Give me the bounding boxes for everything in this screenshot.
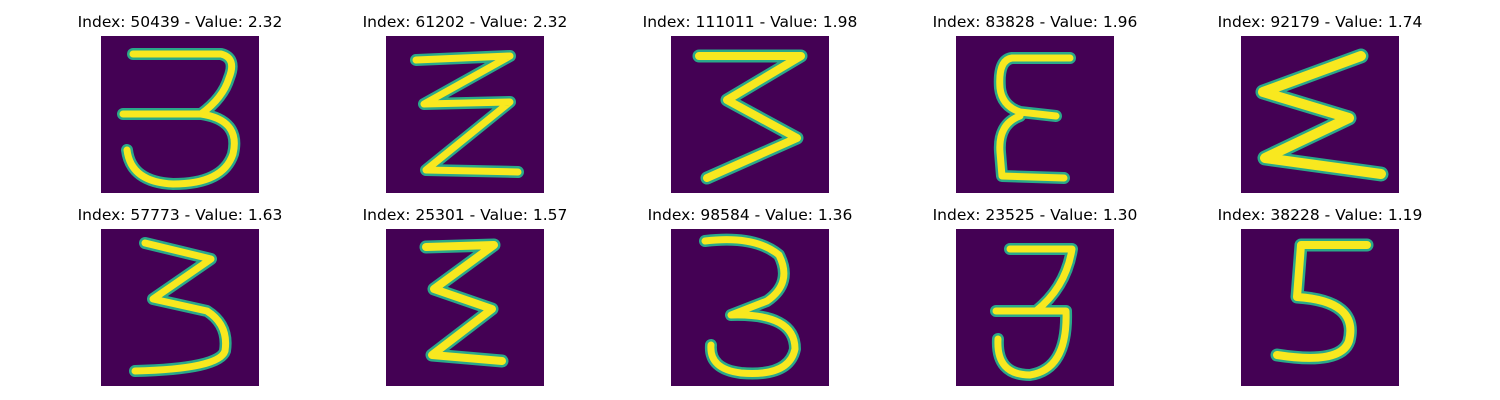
digit-image-canvas [1241, 36, 1399, 193]
digit-image-canvas [101, 229, 259, 386]
digit-image-canvas [671, 229, 829, 386]
panel-2: Index: 61202 - Value: 2.32 [285, 11, 645, 201]
panel-9: Index: 23525 - Value: 1.30 [855, 204, 1215, 394]
panel-10: Index: 38228 - Value: 1.19 [1140, 204, 1500, 394]
panel-title: Index: 83828 - Value: 1.96 [932, 13, 1138, 31]
digit-image [101, 229, 259, 386]
digit-image [1241, 36, 1399, 193]
digit-image-canvas [386, 36, 544, 193]
digit-image [386, 36, 544, 193]
panel-title: Index: 57773 - Value: 1.63 [77, 206, 283, 224]
digit-image [956, 36, 1114, 193]
digit-image [671, 36, 829, 193]
digit-image [386, 229, 544, 386]
panel-title: Index: 50439 - Value: 2.32 [77, 13, 283, 31]
panel-3: Index: 111011 - Value: 1.98 [570, 11, 930, 201]
digit-image-canvas [386, 229, 544, 386]
panel-title: Index: 25301 - Value: 1.57 [362, 206, 568, 224]
digit-image [1241, 229, 1399, 386]
panel-5: Index: 92179 - Value: 1.74 [1140, 11, 1500, 201]
digit-image [671, 229, 829, 386]
digit-image-canvas [956, 229, 1114, 386]
panel-title: Index: 61202 - Value: 2.32 [362, 13, 568, 31]
panel-8: Index: 98584 - Value: 1.36 [570, 204, 930, 394]
digit-image-canvas [671, 36, 829, 193]
digit-image-canvas [956, 36, 1114, 193]
digit-image-canvas [1241, 229, 1399, 386]
panel-7: Index: 25301 - Value: 1.57 [285, 204, 645, 394]
digit-image [956, 229, 1114, 386]
panel-title: Index: 111011 - Value: 1.98 [642, 13, 858, 31]
panel-6: Index: 57773 - Value: 1.63 [0, 204, 360, 394]
panel-4: Index: 83828 - Value: 1.96 [855, 11, 1215, 201]
panel-1: Index: 50439 - Value: 2.32 [0, 11, 360, 201]
panel-title: Index: 23525 - Value: 1.30 [932, 206, 1138, 224]
panel-title: Index: 38228 - Value: 1.19 [1217, 206, 1423, 224]
panel-title: Index: 98584 - Value: 1.36 [647, 206, 853, 224]
digit-image-canvas [101, 36, 259, 193]
digit-image [101, 36, 259, 193]
panel-title: Index: 92179 - Value: 1.74 [1217, 13, 1423, 31]
